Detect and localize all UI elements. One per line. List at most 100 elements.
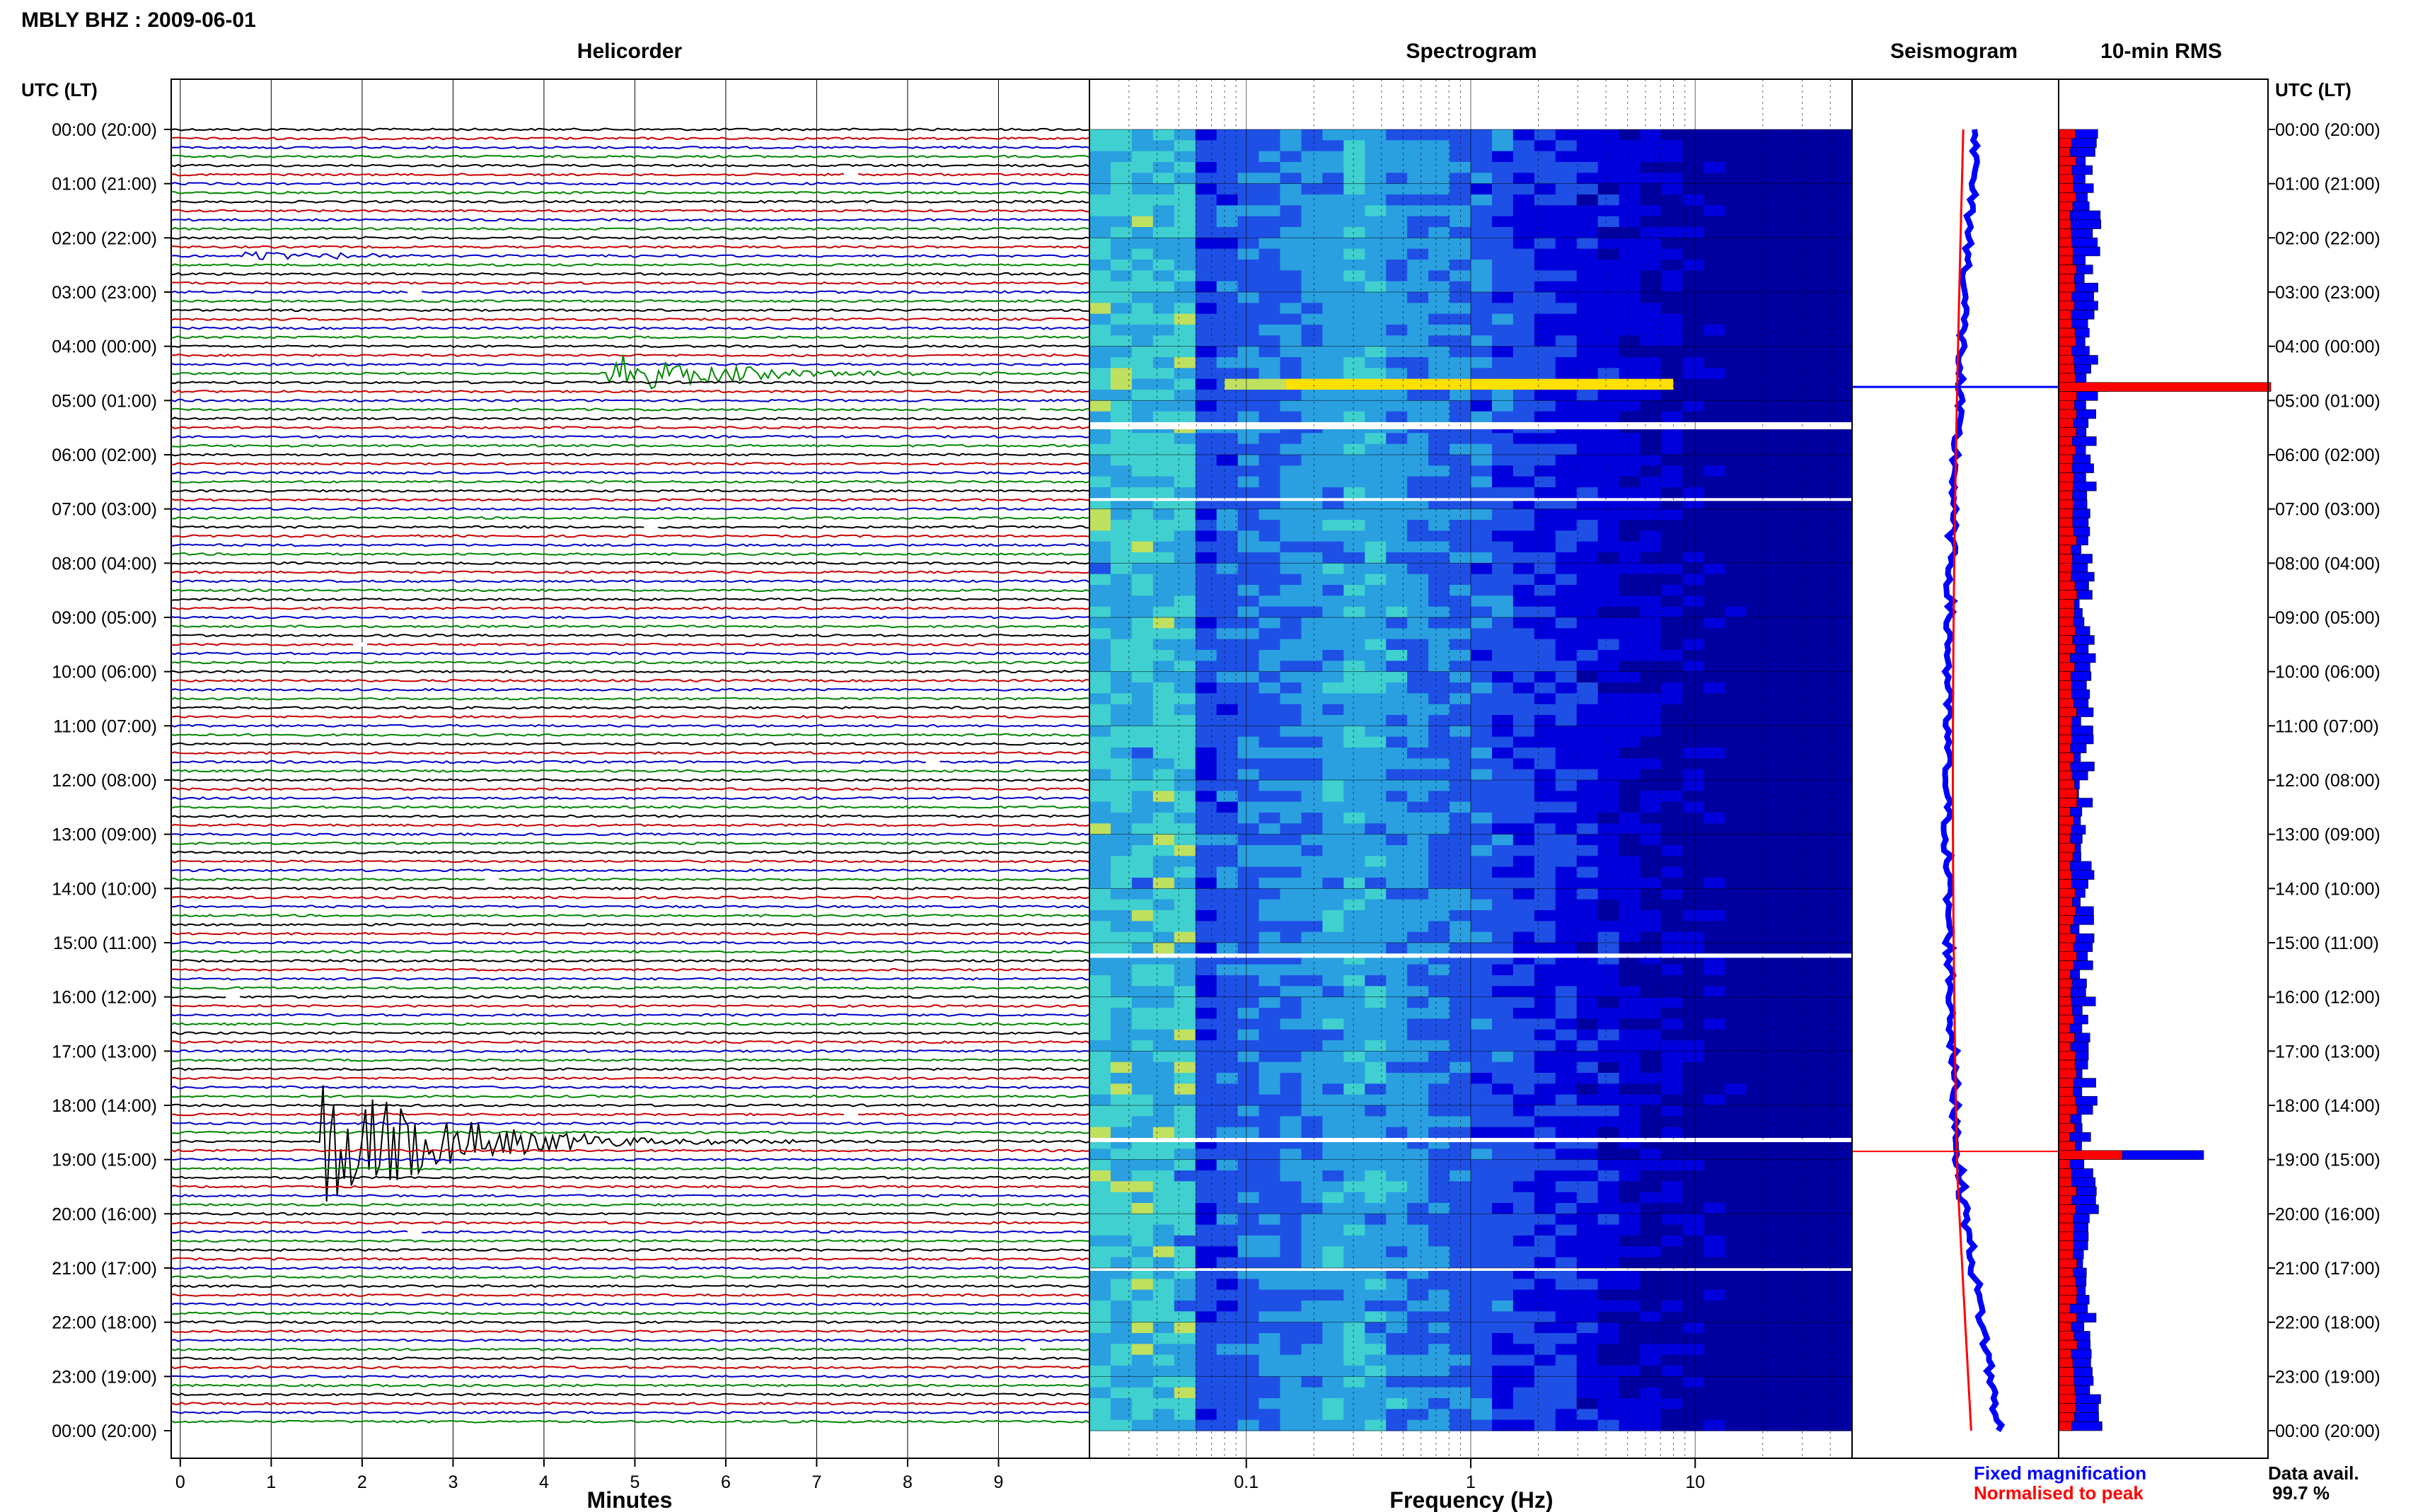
spectrogram-cell xyxy=(1259,563,1281,575)
helicorder-trace xyxy=(170,489,1090,493)
spectrogram-cell xyxy=(1301,996,1323,1008)
spectrogram-cell xyxy=(1259,650,1281,661)
spectrogram-cell xyxy=(1089,639,1111,651)
spectrogram-cell xyxy=(1788,1235,1810,1247)
spectrogram-cell xyxy=(1280,411,1302,423)
spectrogram-cell xyxy=(1640,856,1662,868)
spectrogram-cell xyxy=(1831,780,1853,791)
spectrogram-cell xyxy=(1534,758,1556,770)
spectrogram-cell xyxy=(1110,704,1133,716)
spectrogram-cell xyxy=(1280,1029,1302,1041)
spectrogram-cell xyxy=(1746,617,1768,629)
spectrogram-cell xyxy=(1661,1105,1684,1117)
spectrogram-cell xyxy=(1597,173,1620,185)
spectrogram-cell xyxy=(1216,693,1239,705)
hour-tick-label-left: 22:00 (18:00) xyxy=(52,1313,157,1333)
spectrogram-cell xyxy=(1428,1029,1450,1041)
spectrogram-cell xyxy=(1428,205,1450,217)
spectrogram-cell xyxy=(1788,1333,1810,1344)
spectrogram-cell xyxy=(1703,704,1725,716)
spectrogram-cell xyxy=(1619,845,1641,856)
spectrogram-cell xyxy=(1597,856,1620,868)
spectrogram-cell xyxy=(1512,1159,1535,1171)
spectrogram-cell xyxy=(1619,140,1641,152)
spectrogram-cell xyxy=(1322,813,1344,824)
spectrogram-cell xyxy=(1152,1289,1175,1301)
spectrogram-cell xyxy=(1619,541,1641,553)
spectrogram-cell xyxy=(1152,910,1175,921)
spectrogram-cell xyxy=(1661,151,1684,163)
spectrogram-cell xyxy=(1471,1094,1493,1106)
spectrogram-cell xyxy=(1237,617,1260,629)
spectrogram-cell xyxy=(1322,1354,1344,1366)
spectrogram-cell xyxy=(1512,173,1535,185)
spectrogram-cell xyxy=(1512,1257,1535,1269)
spectrogram-cell xyxy=(1322,780,1344,791)
spectrogram-cell xyxy=(1407,227,1429,238)
spectrogram-cell xyxy=(1365,704,1387,716)
spectrogram-cell xyxy=(1259,866,1281,878)
spectrogram-cell xyxy=(1725,563,1747,575)
spectrogram-cell xyxy=(1788,671,1810,683)
spectrogram-cell xyxy=(1280,758,1302,770)
rms-normalised-bar xyxy=(2058,219,2071,229)
spectrogram-cell xyxy=(1576,1051,1599,1063)
spectrogram-cell xyxy=(1131,595,1154,607)
spectrogram-cell xyxy=(1407,140,1429,152)
spectrogram-cell xyxy=(1365,899,1387,911)
spectrogram-cell xyxy=(1386,487,1408,499)
spectrogram-cell xyxy=(1365,1311,1387,1323)
spectrogram-cell xyxy=(1343,346,1365,358)
spectrogram-cell xyxy=(1597,227,1620,238)
spectrogram-cell xyxy=(1131,487,1154,499)
spectrogram-cell xyxy=(1428,400,1450,412)
spectrogram-cell xyxy=(1237,1235,1260,1247)
spectrogram-cell xyxy=(1661,508,1684,521)
spectrogram-cell xyxy=(1301,1289,1323,1301)
spectrogram-cell xyxy=(1788,1376,1810,1388)
spectrogram-cell xyxy=(1280,335,1302,347)
spectrogram-cell xyxy=(1428,1224,1450,1236)
spectrogram-cell xyxy=(1661,162,1684,173)
rms-normalised-bar xyxy=(2058,535,2077,546)
spectrogram-cell xyxy=(1640,183,1662,195)
spectrogram-cell xyxy=(1110,183,1133,195)
spectrogram-cell xyxy=(1831,520,1853,531)
spectrogram-cell xyxy=(1131,996,1154,1008)
spectrogram-cell xyxy=(1301,574,1323,586)
spectrogram-cell xyxy=(1131,780,1154,791)
spectrogram-cell xyxy=(1661,996,1684,1008)
spectrogram-cell xyxy=(1428,563,1450,575)
spectrogram-cell xyxy=(1725,780,1747,791)
spectrogram-cell xyxy=(1725,617,1747,629)
spectrogram-cell xyxy=(1237,1311,1260,1323)
spectrogram-cell xyxy=(1597,1159,1620,1171)
spectrogram-cell xyxy=(1450,183,1471,195)
spectrogram-cell xyxy=(1788,443,1810,455)
spectrogram-cell xyxy=(1450,248,1471,260)
spectrogram-cell xyxy=(1682,1105,1704,1117)
spectrogram-cell xyxy=(1597,129,1620,141)
spectrogram-cell xyxy=(1767,1148,1789,1161)
hour-tick-label-left: 04:00 (00:00) xyxy=(52,337,157,357)
hour-tick-label-left: 00:00 (20:00) xyxy=(52,120,157,140)
spectrogram-cell xyxy=(1407,433,1429,445)
spectrogram-cell xyxy=(1767,260,1789,271)
spectrogram-cell xyxy=(1810,194,1832,206)
spectrogram-cell xyxy=(1534,1051,1556,1063)
spectrogram-cell xyxy=(1746,943,1768,954)
spectrogram-cell xyxy=(1280,487,1302,499)
spectrogram-cell xyxy=(1110,357,1133,368)
spectrogram-cell xyxy=(1640,1127,1662,1139)
spectrogram-cell xyxy=(1767,585,1789,596)
spectrogram-cell xyxy=(1703,1235,1725,1247)
spectrogram-cell xyxy=(1725,205,1747,217)
spectrogram-cell xyxy=(1725,1289,1747,1301)
spectrogram-cell xyxy=(1831,563,1853,575)
spectrogram-cell xyxy=(1450,693,1471,705)
spectrogram-cell xyxy=(1788,682,1810,694)
spectrogram-cell xyxy=(1576,248,1599,260)
spectrogram-cell xyxy=(1746,194,1768,206)
spectrogram-cell xyxy=(1512,1018,1535,1030)
spectrogram-cell xyxy=(1259,878,1281,889)
